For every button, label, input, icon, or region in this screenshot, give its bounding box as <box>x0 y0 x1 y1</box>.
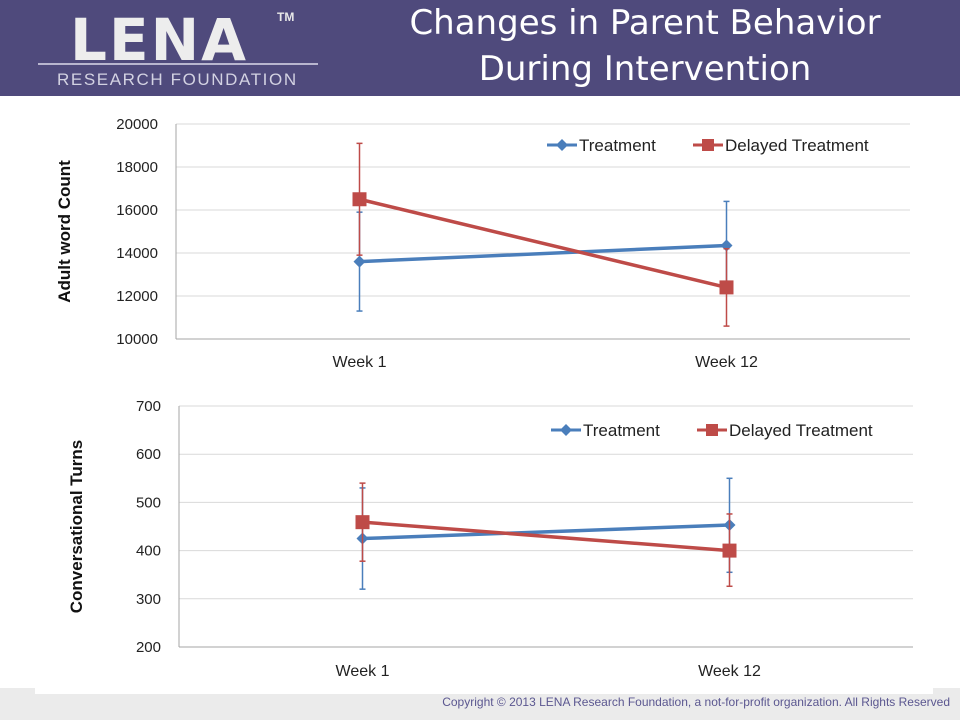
data-point-square <box>722 543 737 558</box>
y-tick-label: 200 <box>136 639 161 656</box>
slide-title-line-1: Changes in Parent Behavior <box>409 3 881 43</box>
legend-marker <box>706 424 718 436</box>
trademark-mark: TM <box>277 10 295 24</box>
legend-item: Delayed Treatment <box>697 421 873 440</box>
data-point-square <box>352 192 367 207</box>
y-axis-title: Adult word Count <box>55 160 74 303</box>
series-delayed-treatment <box>352 142 734 327</box>
y-tick-label: 600 <box>136 446 161 463</box>
y-tick-label: 500 <box>136 494 161 511</box>
y-tick-label: 18000 <box>116 159 158 176</box>
series-line <box>362 523 730 541</box>
legend-label: Delayed Treatment <box>725 136 869 155</box>
y-tick-label: 700 <box>136 398 161 415</box>
legend-label: Delayed Treatment <box>729 421 873 440</box>
x-tick-label: Week 1 <box>336 663 390 680</box>
x-tick-label: Week 12 <box>695 354 758 371</box>
x-tick-label: Week 1 <box>333 354 387 371</box>
legend-item: Delayed Treatment <box>693 136 869 155</box>
slide-title-line-2: During Intervention <box>478 49 812 89</box>
adult-word-count-chart: 10000 12000 14000 16000 18000 20000 Week 1 Week… <box>55 116 910 371</box>
series-treatment <box>353 200 733 312</box>
series-line <box>359 243 727 264</box>
logo-subtitle: RESEARCH FOUNDATION <box>57 70 298 89</box>
y-tick-label: 300 <box>136 591 161 608</box>
legend-label: Treatment <box>583 421 660 440</box>
copyright-notice: Copyright © 2013 LENA Research Foundatio… <box>442 695 950 709</box>
series-line <box>362 520 730 553</box>
x-tick-label: Week 12 <box>698 663 761 680</box>
slide-footer <box>0 688 960 720</box>
legend-label: Treatment <box>579 136 656 155</box>
legend-marker <box>560 424 572 436</box>
series-treatment <box>356 477 736 590</box>
y-tick-label: 14000 <box>116 245 158 262</box>
series-line <box>359 197 727 290</box>
conversational-turns-chart: 200 300 400 500 600 700 Week 1 Week 12 Conversat… <box>67 398 913 680</box>
slide-header: LENA TM RESEARCH FOUNDATION Changes in P… <box>0 0 960 96</box>
data-point-square <box>719 280 734 295</box>
logo-divider <box>38 63 318 65</box>
series-delayed-treatment <box>355 482 737 588</box>
y-tick-label: 10000 <box>116 331 158 348</box>
legend-marker <box>556 139 568 151</box>
legend-item: Treatment <box>547 136 656 155</box>
y-tick-label: 20000 <box>116 116 158 133</box>
data-point-square <box>355 515 370 530</box>
data-point-diamond <box>353 255 366 268</box>
y-tick-label: 12000 <box>116 288 158 305</box>
legend-item: Treatment <box>551 421 660 440</box>
y-tick-label: 400 <box>136 543 161 560</box>
slide-title: Changes in Parent Behavior During Interv… <box>350 0 940 92</box>
lena-logo-wordmark: LENA <box>70 6 249 74</box>
y-axis-title: Conversational Turns <box>67 440 86 614</box>
legend-marker <box>702 139 714 151</box>
y-tick-label: 16000 <box>116 202 158 219</box>
